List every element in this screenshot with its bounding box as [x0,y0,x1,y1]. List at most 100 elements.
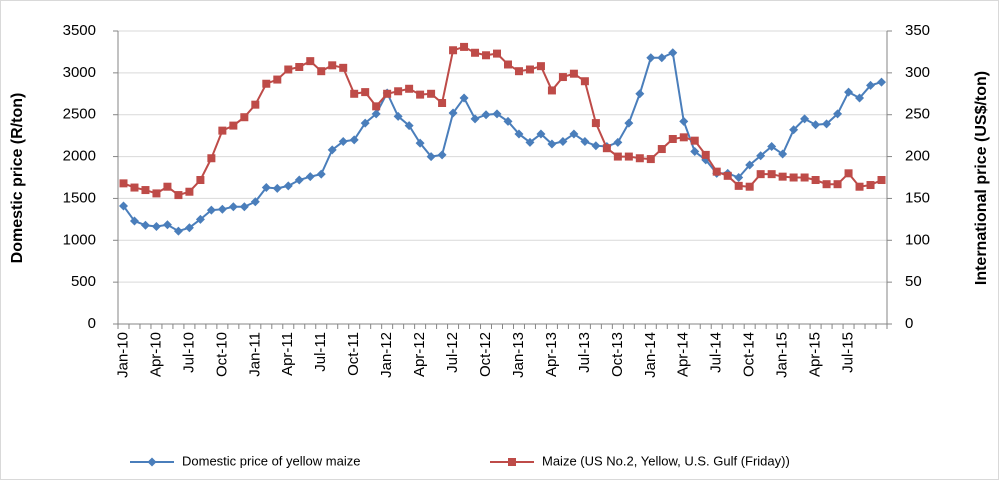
data-point [272,183,282,193]
x-tick-label: Jan-15 [774,332,791,378]
data-point [405,84,414,93]
data-point [679,133,688,142]
data-point [383,89,392,98]
data-point [811,120,821,130]
x-tick-label: Jul-14 [708,332,725,373]
data-point [536,129,546,139]
x-tick-label: Oct-10 [213,332,230,377]
data-point [668,134,677,143]
data-point [119,179,128,188]
y2-tick-label: 0 [905,315,913,332]
y-tick-label: 1500 [63,189,96,206]
data-point [361,88,370,97]
data-point [151,221,161,231]
data-point [163,182,172,191]
y-axis-title: Domestic price (R/ton) [9,93,26,264]
data-point [877,77,887,87]
data-point [668,48,678,58]
data-point [492,109,502,119]
data-point [162,220,172,230]
data-point [470,114,480,124]
data-point [206,205,216,215]
data-point [284,65,293,74]
data-point [174,191,183,200]
data-point [624,152,633,161]
y-tick-label: 500 [71,273,96,290]
data-point [273,75,282,84]
data-point [295,62,304,71]
data-point [712,167,721,176]
data-point [250,197,260,207]
data-point [239,202,249,212]
data-point [580,77,589,86]
data-point [690,147,700,157]
data-point [514,67,523,76]
data-point [493,49,502,58]
data-point [569,69,578,78]
data-point [294,175,304,185]
data-point [602,144,611,153]
data-point [778,172,787,181]
data-point [569,129,579,139]
data-point [328,61,337,70]
data-point [427,89,436,98]
series-line [123,45,882,197]
data-point [482,51,491,60]
data-point [185,187,194,196]
data-point [426,152,436,162]
data-point [855,182,864,191]
data-point [339,63,348,72]
data-point [745,160,755,170]
data-point [723,171,732,180]
data-point [690,136,699,145]
x-tick-label: Jul-15 [840,332,857,373]
data-point [141,186,150,195]
data-point [635,89,645,99]
data-point [195,214,205,224]
data-point [591,119,600,128]
x-tick-label: Oct-14 [741,332,758,377]
data-point [514,129,524,139]
data-point [635,154,644,163]
data-point [657,53,667,63]
data-point [173,226,183,236]
x-tick-label: Apr-10 [147,332,164,377]
data-point [316,169,326,179]
y2-tick-label: 100 [905,231,930,248]
data-point [646,53,656,63]
data-point [503,116,513,126]
data-point [558,137,568,147]
y-tick-label: 2000 [63,148,96,165]
data-point [118,201,128,211]
data-point [449,46,458,55]
x-tick-label: Jul-13 [576,332,593,373]
data-point [756,151,766,161]
data-point [229,121,238,130]
data-point [756,170,765,179]
y2-axis-title: International price (US$/ton) [973,71,990,285]
data-point [393,111,403,121]
data-point [448,108,458,118]
data-point [360,118,370,128]
x-tick-label: Jul-10 [180,332,197,373]
data-point [789,173,798,182]
data-point [305,172,315,182]
data-point [822,119,832,129]
data-point [547,86,556,95]
y2-tick-label: 350 [905,22,930,39]
data-point [147,457,157,467]
data-point [327,145,337,155]
x-tick-label: Apr-13 [543,332,560,377]
data-point [646,155,655,164]
data-point [701,150,710,159]
data-point [525,137,535,147]
data-point [218,126,227,135]
data-point [778,149,788,159]
data-point [338,137,348,147]
x-tick-label: Apr-14 [675,332,692,377]
data-point [844,169,853,178]
data-point [460,42,469,51]
data-point [822,180,831,189]
x-tick-label: Oct-11 [345,332,362,376]
data-point [261,183,271,193]
